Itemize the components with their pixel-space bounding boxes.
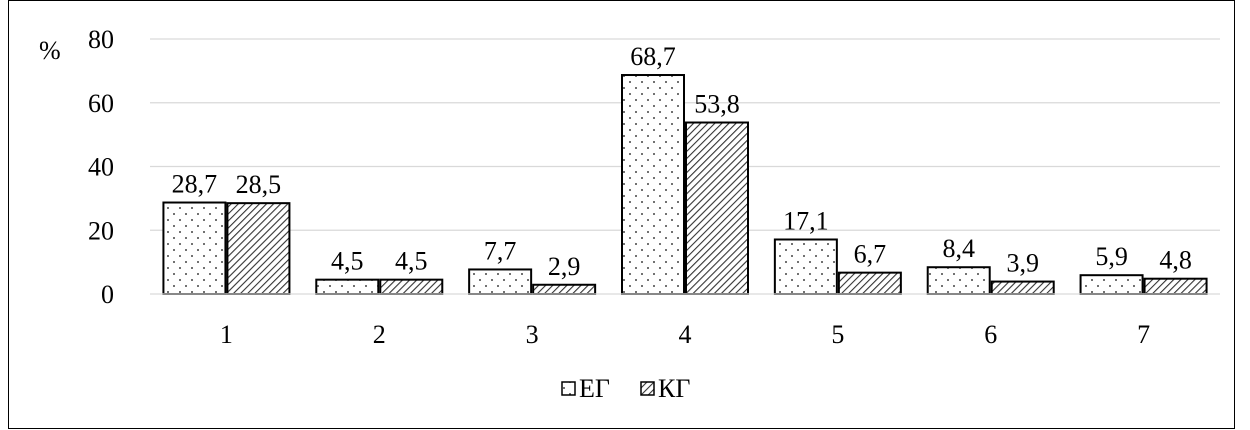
bar-series-1-cat-3 [468, 268, 533, 295]
y-tick-label: 40 [88, 153, 114, 182]
data-label: 3,9 [1006, 249, 1039, 278]
x-tick-label: 5 [831, 320, 844, 349]
bar-series-2-cat-5 [837, 271, 902, 295]
legend-swatch-series-1 [561, 381, 576, 396]
data-label: 17,1 [783, 206, 829, 235]
data-label: 53,8 [694, 90, 740, 119]
bar-series-2-cat-4 [685, 121, 749, 295]
data-label: 8,4 [942, 234, 975, 263]
x-tick-label: 7 [1137, 320, 1150, 349]
data-label: 28,7 [172, 170, 218, 199]
bar-series-2-cat-7 [1143, 277, 1208, 296]
bar-series-1-cat-2 [315, 278, 380, 295]
legend: ЕГ КГ [561, 374, 690, 403]
bar-series-1-cat-5 [773, 238, 838, 295]
x-tick-label: 6 [984, 320, 997, 349]
y-tick-label: 0 [101, 280, 114, 309]
y-tick-label: 20 [88, 216, 114, 245]
data-label: 5,9 [1095, 242, 1128, 271]
data-label: 28,5 [236, 170, 282, 199]
data-label: 7,7 [484, 236, 517, 265]
x-tick-label: 2 [373, 320, 386, 349]
x-tick-label: 4 [679, 320, 692, 349]
bar-series-2-cat-2 [379, 278, 444, 295]
bar-series-1-cat-7 [1079, 274, 1144, 296]
axes: % 0 20 40 60 80 1 2 3 4 5 6 7 [39, 25, 1220, 349]
bar-series-1-cat-6 [926, 266, 991, 296]
bar-series-1-cat-1 [162, 201, 227, 295]
chart-frame: 28,7 28,5 4,5 4,5 7,7 2,9 68,7 53,8 17,1 6,7 8,4 3,… [8, 0, 1235, 429]
bar-chart: 28,7 28,5 4,5 4,5 7,7 2,9 68,7 53,8 17,1 6,7 8,4 3,… [39, 25, 1220, 403]
data-label: 2,9 [548, 252, 581, 281]
data-label: 6,7 [854, 240, 887, 269]
legend-label-series-1: ЕГ [579, 374, 610, 403]
y-unit-label: % [39, 36, 61, 65]
legend-swatch-series-2 [640, 381, 655, 396]
y-tick-label: 60 [88, 89, 114, 118]
x-tick-label: 1 [220, 320, 233, 349]
y-tick-label: 80 [88, 25, 114, 54]
data-label: 4,8 [1159, 246, 1192, 275]
bar-series-2-cat-6 [990, 280, 1055, 296]
bars [162, 74, 1208, 296]
legend-label-series-2: КГ [658, 374, 690, 403]
data-label: 4,5 [395, 247, 428, 276]
data-label: 68,7 [630, 42, 676, 71]
data-label: 4,5 [331, 247, 364, 276]
bar-series-2-cat-1 [226, 202, 291, 295]
x-tick-label: 3 [526, 320, 539, 349]
bar-series-2-cat-3 [532, 283, 597, 296]
bar-series-1-cat-4 [621, 74, 685, 295]
data-labels: 28,7 28,5 4,5 4,5 7,7 2,9 68,7 53,8 17,1 6,7 8,4 3,… [172, 42, 1192, 281]
